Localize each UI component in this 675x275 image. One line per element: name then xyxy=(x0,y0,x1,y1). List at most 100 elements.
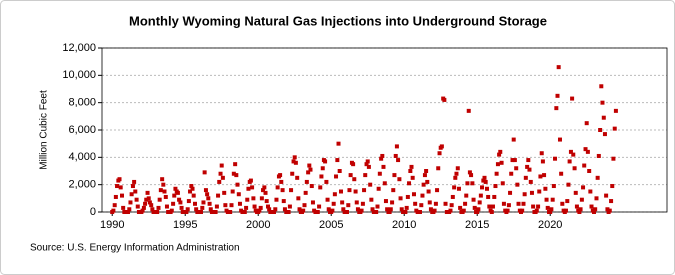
data-point xyxy=(362,188,367,193)
data-point xyxy=(379,156,384,161)
data-point xyxy=(274,197,279,202)
data-point xyxy=(550,197,555,202)
data-point xyxy=(381,164,386,169)
data-point xyxy=(293,160,298,165)
data-point xyxy=(280,188,285,193)
data-point xyxy=(172,193,177,198)
data-point xyxy=(120,193,125,198)
data-point xyxy=(486,194,491,199)
data-point xyxy=(306,170,311,175)
data-point xyxy=(424,169,429,173)
data-point xyxy=(497,152,502,157)
data-point xyxy=(275,185,280,190)
data-point xyxy=(605,207,610,212)
data-point xyxy=(526,158,531,163)
data-point xyxy=(592,210,597,214)
data-point xyxy=(301,208,306,213)
data-point xyxy=(538,174,543,179)
y-tick-label: 0 xyxy=(90,206,96,218)
data-point xyxy=(567,159,572,164)
data-point xyxy=(259,196,264,201)
data-point xyxy=(111,208,116,213)
data-point xyxy=(404,205,409,210)
data-point xyxy=(315,210,320,214)
data-point xyxy=(396,158,401,163)
data-point xyxy=(205,192,210,197)
x-tick-label: 2005 xyxy=(319,219,343,231)
x-tick-label: 2010 xyxy=(392,219,416,231)
data-point xyxy=(303,190,308,195)
data-point xyxy=(346,203,351,208)
data-point xyxy=(600,100,605,105)
data-point xyxy=(566,182,571,187)
data-point xyxy=(594,196,599,201)
data-point xyxy=(234,173,239,178)
data-point xyxy=(112,203,117,208)
data-point xyxy=(376,186,381,191)
data-point xyxy=(203,188,208,193)
data-point xyxy=(454,171,459,176)
data-point xyxy=(335,158,340,163)
data-point xyxy=(368,182,373,187)
data-point xyxy=(579,197,584,202)
data-point xyxy=(295,175,300,180)
data-point xyxy=(309,184,314,189)
data-point xyxy=(324,179,329,184)
data-point xyxy=(235,182,240,187)
data-point xyxy=(155,210,160,214)
data-point xyxy=(191,193,196,198)
data-point xyxy=(267,207,272,212)
data-point xyxy=(539,151,544,156)
data-point xyxy=(257,208,262,213)
y-tick-label: 4,000 xyxy=(68,151,96,163)
data-point xyxy=(385,207,390,212)
data-point xyxy=(383,199,388,204)
data-point xyxy=(545,205,550,210)
data-point xyxy=(472,205,477,210)
data-point xyxy=(355,207,360,212)
data-point xyxy=(613,108,618,113)
data-point xyxy=(377,171,382,176)
data-point xyxy=(365,159,370,164)
data-point xyxy=(461,208,466,213)
data-point xyxy=(544,197,549,202)
data-point xyxy=(292,155,297,160)
data-point xyxy=(509,171,514,176)
data-point xyxy=(484,186,489,191)
data-point xyxy=(612,126,617,131)
data-point xyxy=(369,197,374,202)
data-point xyxy=(158,188,163,193)
data-point xyxy=(190,186,195,191)
data-point xyxy=(348,173,353,178)
data-point xyxy=(282,207,287,212)
data-point xyxy=(164,204,169,209)
y-tick-label: 12,000 xyxy=(62,42,96,54)
data-point xyxy=(173,186,178,191)
data-point xyxy=(125,210,130,214)
data-point xyxy=(263,190,268,195)
data-point xyxy=(198,210,203,214)
data-point xyxy=(596,153,601,158)
data-point xyxy=(436,166,441,171)
data-point xyxy=(297,207,302,212)
data-point xyxy=(520,208,525,213)
data-point xyxy=(171,201,176,206)
data-point xyxy=(399,207,404,212)
data-point xyxy=(163,194,168,199)
data-point xyxy=(286,210,291,214)
data-point xyxy=(495,162,500,167)
data-point xyxy=(147,200,152,205)
data-point xyxy=(366,164,371,169)
data-point xyxy=(160,177,165,182)
data-point xyxy=(510,158,515,163)
data-point xyxy=(258,205,263,210)
data-point xyxy=(351,162,356,167)
data-point xyxy=(422,173,427,178)
data-point xyxy=(390,200,395,205)
plot-area xyxy=(101,47,668,213)
data-point xyxy=(250,185,255,190)
data-point xyxy=(432,208,437,213)
data-point xyxy=(493,184,498,189)
data-point xyxy=(128,200,133,205)
data-point xyxy=(162,189,167,194)
